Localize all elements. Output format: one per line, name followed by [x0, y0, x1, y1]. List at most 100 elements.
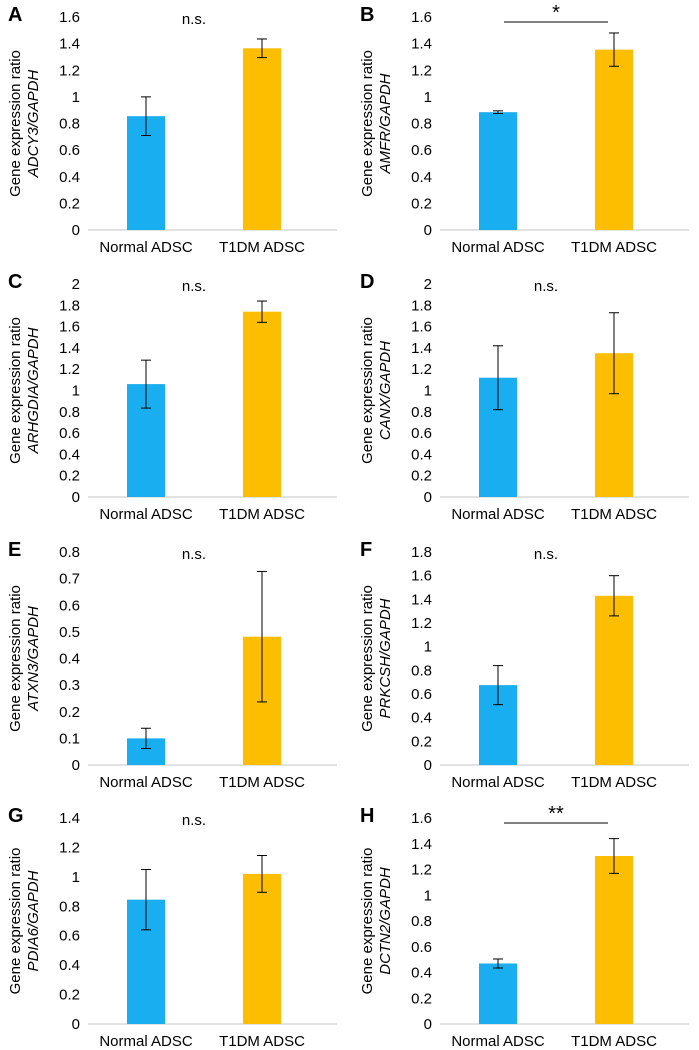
- y-tick-label: 0.6: [59, 425, 80, 442]
- y-tick-label: 0.4: [411, 446, 432, 463]
- y-tick-label: 1.2: [411, 361, 432, 378]
- y-tick-label: 1.8: [59, 297, 80, 314]
- y-axis-gene-label: PDIA6/GAPDH: [25, 870, 42, 971]
- panel-letter: A: [8, 4, 22, 26]
- x-category-label: T1DM ADSC: [571, 1033, 657, 1050]
- x-category-label: Normal ADSC: [451, 1033, 545, 1050]
- y-tick-label: 0.2: [411, 195, 432, 212]
- significance-label: n.s.: [534, 278, 558, 295]
- y-tick-label: 1.2: [411, 862, 432, 879]
- y-tick-label: 1.8: [411, 544, 432, 561]
- y-tick-label: 0.1: [59, 730, 80, 747]
- y-tick-label: 1: [424, 89, 432, 106]
- panel-letter: H: [360, 805, 374, 827]
- y-axis-label: Gene expression ratio: [359, 848, 376, 995]
- y-tick-label: 1.6: [411, 319, 432, 336]
- y-tick-label: 1.4: [411, 591, 432, 608]
- y-tick-label: 1.4: [411, 836, 432, 853]
- y-axis-gene-label: PRKCSH/GAPDH: [377, 598, 394, 718]
- x-category-label: T1DM ADSC: [571, 506, 657, 523]
- chart-panel-f: F 0 0.2 0.4 0.6 0.8 1 1.2 1.4 1.6 1.8 Normal ADSC T1…: [359, 539, 689, 791]
- x-category-label: Normal ADSC: [451, 506, 545, 523]
- y-tick-label: 1.6: [411, 810, 432, 827]
- y-tick-label: 1: [424, 383, 432, 400]
- panel-letter: F: [360, 539, 372, 561]
- chart-panel-d: D 0 0.2 0.4 0.6 0.8 1 1.2 1.4 1.6 1.8 2 Normal ADSC T…: [359, 271, 689, 523]
- y-tick-label: 0.4: [411, 169, 432, 186]
- y-axis-gene-label: CANX/GAPDH: [377, 341, 394, 440]
- y-tick-label: 0.8: [59, 116, 80, 133]
- x-category-label: Normal ADSC: [99, 774, 193, 791]
- y-tick-label: 0: [424, 489, 432, 506]
- y-tick-label: 1: [72, 383, 80, 400]
- x-category-label: Normal ADSC: [451, 774, 545, 791]
- y-tick-label: 1: [72, 869, 80, 886]
- bar-t1dm-adsc: [595, 49, 633, 230]
- y-axis-gene-label: ADCY3/GAPDH: [25, 70, 42, 179]
- significance-label: n.s.: [182, 546, 206, 563]
- y-tick-label: 0.6: [411, 425, 432, 442]
- y-axis-gene-label: ARHGDIA/GAPDH: [25, 327, 42, 454]
- y-tick-label: 0.4: [411, 710, 432, 727]
- y-tick-label: 0.6: [59, 142, 80, 159]
- y-tick-label: 0.8: [59, 404, 80, 421]
- y-tick-label: 0: [424, 757, 432, 774]
- y-tick-label: 1.4: [411, 340, 432, 357]
- y-tick-label: 1.2: [411, 615, 432, 632]
- y-tick-label: 0.2: [59, 704, 80, 721]
- y-tick-label: 1.4: [59, 36, 80, 53]
- x-category-label: T1DM ADSC: [219, 1033, 305, 1050]
- y-tick-label: 0.6: [59, 928, 80, 945]
- y-tick-label: 1.4: [59, 810, 80, 827]
- y-axis-label: Gene expression ratio: [359, 317, 376, 464]
- x-category-label: Normal ADSC: [451, 239, 545, 256]
- y-tick-label: 1.6: [59, 9, 80, 26]
- y-tick-label: 0.8: [411, 913, 432, 930]
- y-tick-label: 0.8: [411, 662, 432, 679]
- y-tick-label: 0.5: [59, 624, 80, 641]
- y-tick-label: 0: [72, 222, 80, 239]
- y-tick-label: 0.8: [59, 544, 80, 561]
- chart-panel-g: G 0 0.2 0.4 0.6 0.8 1 1.2 1.4 Normal ADSC T1DM ADS…: [7, 805, 337, 1050]
- significance-label: n.s.: [182, 11, 206, 28]
- y-tick-label: 2: [424, 276, 432, 293]
- y-tick-label: 1.2: [59, 361, 80, 378]
- x-category-label: Normal ADSC: [99, 1033, 193, 1050]
- bar-t1dm-adsc: [243, 311, 281, 497]
- y-axis-gene-label: DCTN2/GAPDH: [377, 867, 394, 975]
- chart-panel-e: E 0 0.1 0.2 0.3 0.4 0.5 0.6 0.7 0.8 Normal ADSC T1D…: [7, 539, 337, 791]
- panel-letter: D: [360, 271, 374, 293]
- panel-letter: B: [360, 4, 374, 26]
- x-category-label: T1DM ADSC: [571, 774, 657, 791]
- y-tick-label: 0.4: [59, 957, 80, 974]
- y-axis-label: Gene expression ratio: [7, 848, 24, 995]
- y-tick-label: 0.8: [411, 404, 432, 421]
- y-tick-label: 1.4: [411, 36, 432, 53]
- y-tick-label: 1.2: [59, 839, 80, 856]
- y-tick-label: 0.8: [411, 116, 432, 133]
- y-tick-label: 0.6: [411, 142, 432, 159]
- bar-t1dm-adsc: [595, 595, 633, 765]
- y-tick-label: 0.8: [59, 898, 80, 915]
- significance-label: n.s.: [182, 812, 206, 829]
- significance-label: *: [552, 2, 560, 24]
- y-tick-label: 1: [424, 639, 432, 656]
- y-tick-label: 0.2: [411, 990, 432, 1007]
- y-tick-label: 1.2: [411, 62, 432, 79]
- y-tick-label: 0: [424, 222, 432, 239]
- y-tick-label: 0.2: [411, 468, 432, 485]
- significance-label: n.s.: [534, 546, 558, 563]
- y-tick-label: 0.6: [59, 597, 80, 614]
- y-tick-label: 1: [72, 89, 80, 106]
- y-axis-gene-label: AMFR/GAPDH: [377, 73, 394, 174]
- y-tick-label: 0.4: [59, 446, 80, 463]
- panel-letter: E: [8, 539, 21, 561]
- x-category-label: T1DM ADSC: [219, 239, 305, 256]
- y-tick-label: 0: [72, 489, 80, 506]
- y-tick-label: 0.7: [59, 571, 80, 588]
- x-category-label: T1DM ADSC: [571, 239, 657, 256]
- y-axis-label: Gene expression ratio: [359, 585, 376, 732]
- y-tick-label: 0.3: [59, 677, 80, 694]
- panel-letter: C: [8, 271, 22, 293]
- bar-normal-adsc: [479, 963, 517, 1024]
